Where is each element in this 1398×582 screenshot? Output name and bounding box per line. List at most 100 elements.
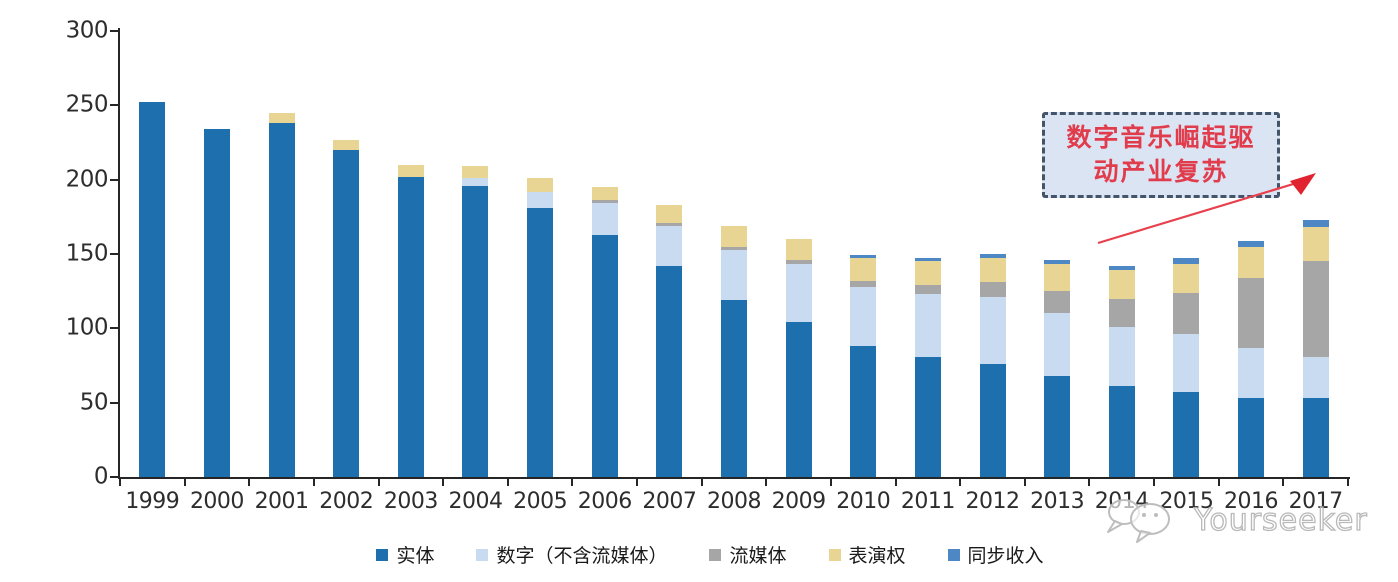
y-tick — [110, 104, 118, 107]
bar-segment-physical — [268, 123, 295, 477]
x-tick — [636, 477, 639, 486]
x-tick — [377, 477, 380, 486]
x-tick — [765, 477, 768, 486]
bar-segment-performance — [1108, 270, 1135, 299]
x-tick — [248, 477, 251, 486]
bar-segment-sync — [1173, 258, 1200, 265]
x-tick — [571, 477, 574, 486]
x-axis-label: 2012 — [965, 489, 1021, 514]
bar-segment-digital — [850, 286, 877, 347]
x-tick — [1153, 477, 1156, 486]
bar-segment-physical — [527, 207, 554, 477]
bar-segment-physical — [1173, 392, 1200, 477]
bar-segment-physical — [1044, 375, 1071, 477]
watermark: Yourseeker — [1100, 494, 1368, 546]
x-axis-label: 2008 — [706, 489, 762, 514]
x-tick — [1282, 477, 1285, 486]
y-axis-label: 50 — [79, 389, 109, 416]
bar-segment-physical — [979, 364, 1006, 477]
legend-item-streaming: 流媒体 — [709, 541, 787, 568]
bar-segment-sync — [914, 258, 941, 262]
bar-segment-performance — [1302, 227, 1329, 262]
x-axis-label: 2007 — [642, 489, 697, 514]
legend: 实体 数字（不含流媒体） 流媒体 表演权 同步收入 — [120, 541, 1300, 568]
bar-segment-performance — [1238, 246, 1265, 278]
bar-segment-performance — [527, 178, 554, 192]
legend-item-sync: 同步收入 — [947, 541, 1044, 568]
x-axis-label: 2001 — [254, 489, 310, 514]
bar-segment-performance — [1044, 264, 1071, 292]
x-axis-label: 2002 — [319, 489, 374, 514]
x-tick — [894, 477, 897, 486]
y-tick — [110, 327, 118, 330]
legend-label-physical: 实体 — [396, 545, 435, 567]
bar-segment-streaming — [914, 285, 941, 295]
bar-segment-performance — [979, 258, 1006, 283]
bar-segment-streaming — [1173, 292, 1200, 335]
x-axis-label: 2011 — [900, 489, 956, 514]
bar-segment-performance — [462, 166, 489, 179]
legend-label-streaming: 流媒体 — [729, 545, 787, 567]
x-axis-label: 2013 — [1030, 489, 1085, 514]
legend-label-performance: 表演权 — [848, 545, 906, 567]
bar-segment-physical — [656, 265, 683, 477]
x-axis-label: 2009 — [771, 489, 827, 514]
x-tick — [959, 477, 962, 486]
bar-segment-physical — [720, 300, 747, 477]
bar-segment-streaming — [979, 282, 1006, 298]
legend-label-digital: 数字（不含流媒体） — [496, 545, 668, 567]
x-tick — [1217, 477, 1220, 486]
y-axis-label: 250 — [65, 91, 109, 118]
annotation-line2: 动产业复苏 — [1093, 157, 1229, 186]
bar-segment-sync — [1302, 219, 1329, 228]
x-axis-line — [118, 477, 1350, 479]
x-axis-label: 2015 — [1159, 489, 1214, 514]
bar-segment-sync — [1238, 240, 1265, 247]
bar-segment-streaming — [785, 259, 812, 265]
annotation-line1: 数字音乐崛起驱 — [1066, 123, 1256, 152]
x-tick — [506, 477, 509, 486]
bar-segment-digital — [527, 191, 554, 208]
bar-segment-physical — [462, 185, 489, 477]
x-tick — [1346, 477, 1349, 486]
y-axis-line — [118, 28, 120, 479]
legend-label-sync: 同步收入 — [967, 545, 1044, 567]
legend-swatch-physical — [376, 548, 389, 561]
bar-segment-performance — [591, 187, 618, 201]
bar-segment-physical — [1302, 398, 1329, 477]
bar-segment-performance — [720, 225, 747, 247]
bar-segment-streaming — [1044, 291, 1071, 314]
bar-segment-physical — [1108, 386, 1135, 477]
y-axis-label: 0 — [93, 463, 109, 490]
bar-segment-performance — [914, 261, 941, 286]
bar-segment-physical — [850, 346, 877, 477]
annotation-callout: 数字音乐崛起驱 动产业复苏 — [1042, 112, 1280, 198]
x-tick — [183, 477, 186, 486]
x-axis-label: 2016 — [1224, 489, 1279, 514]
legend-item-performance: 表演权 — [828, 541, 906, 568]
bar-segment-digital — [720, 249, 747, 301]
bar-segment-physical — [203, 129, 230, 477]
x-tick — [829, 477, 832, 486]
x-tick — [442, 477, 445, 486]
bar-segment-digital — [1108, 326, 1135, 387]
bar-segment-performance — [397, 164, 424, 177]
bar-segment-sync — [850, 255, 877, 259]
bar-segment-streaming — [1108, 298, 1135, 327]
bar-segment-performance — [1173, 264, 1200, 293]
bar-segment-digital — [591, 203, 618, 235]
x-axis-label: 2003 — [383, 489, 439, 514]
x-tick — [700, 477, 703, 486]
legend-item-physical: 实体 — [376, 541, 434, 568]
x-axis-label: 2000 — [189, 489, 245, 514]
legend-item-digital: 数字（不含流媒体） — [476, 541, 667, 568]
y-axis-label: 200 — [65, 166, 109, 193]
x-tick — [312, 477, 315, 486]
bar-segment-digital — [914, 294, 941, 357]
x-axis-label: 2004 — [448, 489, 503, 514]
y-tick — [110, 476, 118, 478]
y-tick — [110, 30, 118, 32]
bar-segment-digital — [1044, 313, 1071, 376]
bar-segment-digital — [656, 225, 683, 266]
